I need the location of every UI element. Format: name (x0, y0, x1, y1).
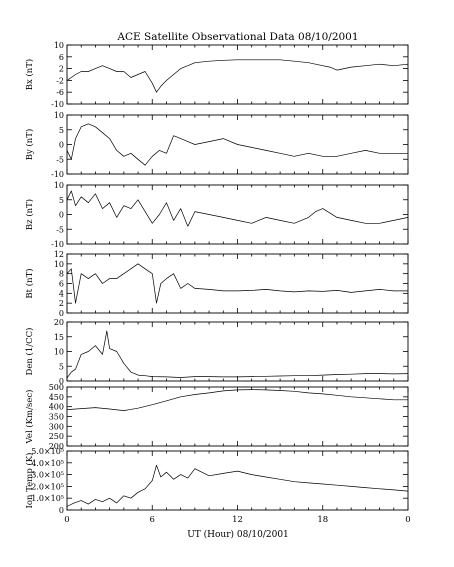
chart-title: ACE Satellite Observational Data 08/10/2… (116, 31, 358, 43)
y-tick-label: 12 (54, 250, 64, 259)
y-tick-label: 5 (59, 126, 64, 135)
y-tick-label: 5.0×10⁵ (31, 447, 64, 456)
y-tick-label: 4 (59, 289, 64, 298)
y-tick-label: 8 (59, 270, 64, 279)
panel-2: 10 5 0 -5 -10 Bz (nT) (24, 181, 409, 249)
panel-0: 10 6 2 -2 -6 -10 Bx (nT) (24, 41, 409, 109)
y-axis-label: By (nT) (24, 129, 35, 161)
x-axis-label: UT (Hour) 08/10/2001 (187, 529, 289, 540)
panel-1: 10 5 0 -5 -10 By (nT) (24, 111, 409, 179)
y-tick-label: 2.0×10⁵ (31, 482, 64, 491)
series-line (66, 263, 408, 304)
y-tick-label: 250 (49, 432, 64, 441)
series-line (66, 389, 408, 411)
panel-frame (66, 386, 409, 447)
y-tick-label: 2 (59, 299, 64, 308)
y-tick-label: 5 (59, 196, 64, 205)
x-tick-label: 18 (317, 515, 328, 525)
y-tick-label: -5 (56, 225, 64, 234)
y-axis-label: Ion Temp (K) (24, 453, 35, 509)
y-tick-label: -10 (51, 100, 64, 109)
y-axis-label: Bz (nT) (24, 199, 35, 230)
y-tick-label: 10 (54, 348, 64, 357)
y-tick-label: -5 (56, 155, 64, 164)
y-tick-label: 10 (54, 181, 64, 190)
panel-6: 5.0×10⁵ 4.0×10⁵ 3.0×10⁵ 2.0×10⁵ 1.0×10⁵ 0 Ion … (24, 447, 409, 515)
panel-frame (66, 253, 409, 314)
series-line (66, 464, 409, 507)
y-tick-label: 0 (59, 211, 64, 220)
y-tick-label: -6 (56, 88, 64, 97)
series-line (66, 59, 409, 93)
y-tick-label: -2 (56, 76, 64, 85)
y-axis-label: Bx (nT) (24, 59, 35, 91)
x-tick-label: 0 (64, 515, 69, 525)
y-tick-label: 15 (54, 333, 64, 342)
y-tick-label: 0 (59, 377, 64, 386)
y-tick-label: 6 (59, 280, 64, 289)
y-tick-label: 350 (49, 413, 64, 422)
y-tick-label: 0 (59, 309, 64, 318)
y-tick-label: 0 (59, 141, 64, 150)
series-line (66, 330, 409, 379)
y-tick-label: 450 (49, 393, 64, 402)
y-axis-label: Vel (Km/sec) (24, 390, 35, 445)
y-tick-label: 10 (54, 41, 64, 50)
y-tick-label: 20 (54, 318, 64, 327)
y-tick-label: 0 (59, 506, 64, 515)
x-tick-label: 0 (405, 515, 410, 525)
y-tick-label: -10 (51, 240, 64, 249)
y-tick-label: 400 (49, 403, 64, 412)
y-tick-label: 10 (54, 260, 64, 269)
y-tick-label: 2 (59, 65, 64, 74)
panel-frame (66, 321, 409, 382)
panel-frame (66, 44, 409, 105)
y-axis-label: Bt (nT) (24, 268, 35, 298)
y-tick-label: 6 (59, 53, 64, 62)
y-tick-label: 10 (54, 111, 64, 120)
y-tick-label: 5 (59, 362, 64, 371)
y-tick-label: 300 (49, 422, 64, 431)
y-tick-label: 200 (49, 442, 64, 451)
y-tick-label: 3.0×10⁵ (31, 471, 64, 480)
series-line (66, 123, 408, 166)
x-tick-label: 6 (150, 515, 155, 525)
panel-4: 20 15 10 5 0 Den (1/CC) (24, 318, 409, 386)
x-tick-label: 12 (232, 515, 243, 525)
y-axis-label: Den (1/CC) (24, 328, 35, 376)
y-tick-label: -10 (51, 170, 64, 179)
y-tick-label: 1.0×10⁵ (31, 494, 64, 503)
series-line (66, 190, 409, 227)
y-tick-label: 500 (49, 383, 64, 392)
panels: 10 6 2 -2 -6 -10 Bx (nT) 10 5 0 -5 -10 By (nT) 10 5 0 -5… (24, 41, 411, 525)
y-tick-label: 4.0×10⁵ (31, 459, 64, 468)
